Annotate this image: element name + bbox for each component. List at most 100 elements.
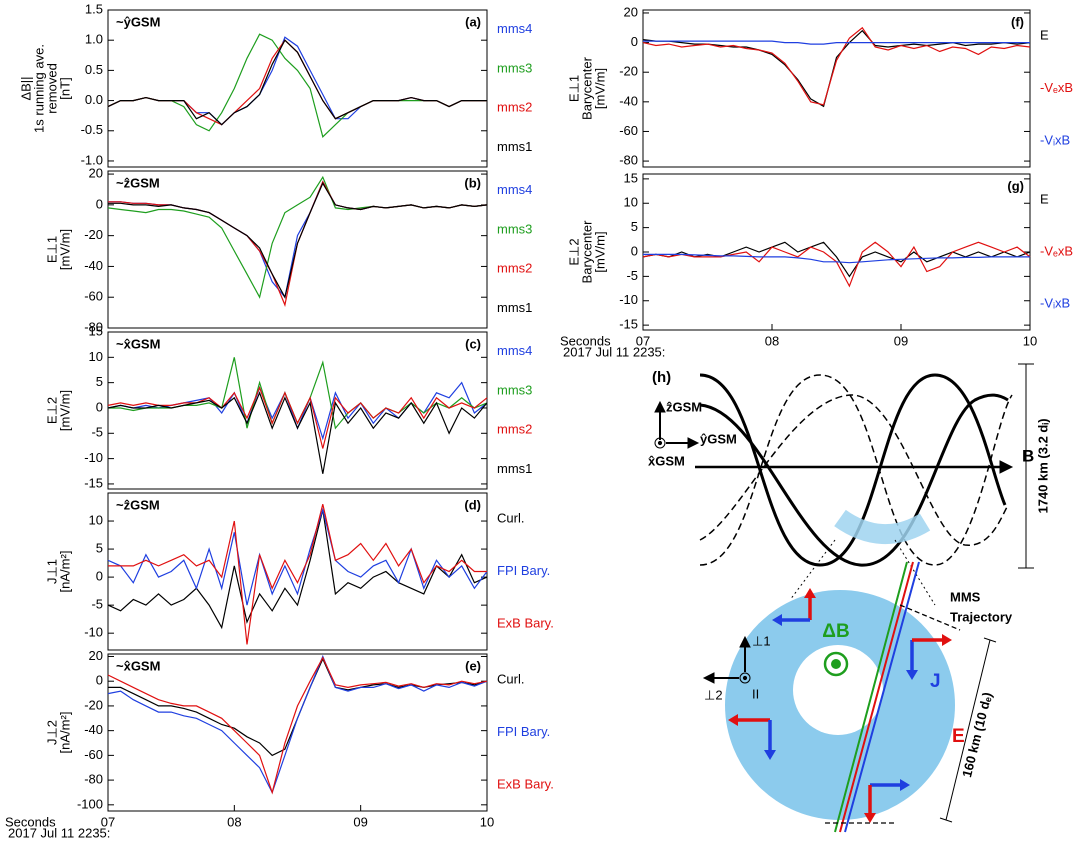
- panel-label: (a): [465, 14, 481, 29]
- arrowhead: [999, 460, 1014, 474]
- plot-frame: [107, 492, 488, 651]
- y-tick-label: -40: [619, 93, 638, 108]
- y-tick-label: -1.0: [81, 152, 103, 167]
- y-tick-label: -5: [91, 597, 103, 612]
- x-tick-label: 10: [1023, 333, 1037, 348]
- y-axis-label: E⊥1: [44, 236, 59, 263]
- y-tick-label: 5: [96, 541, 103, 556]
- panel-label: (f): [1011, 14, 1024, 29]
- series-line: [107, 386, 488, 449]
- series-line: [107, 509, 488, 630]
- y-tick-label: -60: [84, 747, 103, 762]
- field-line: [699, 373, 1007, 567]
- y-tick-label: 0: [96, 673, 103, 688]
- series-line: [107, 381, 488, 441]
- diagram-h: (h) B ẑGSM ŷGSM x̂GSM 1740 km (3.2 dᵢ) Δ…: [648, 363, 1050, 833]
- b-label: B: [1022, 446, 1034, 465]
- y-axis-label: [nT]: [57, 77, 72, 99]
- legend-entry: -VᵢxB: [1040, 295, 1070, 310]
- y-axis-label: J⊥2: [44, 720, 59, 745]
- x-tick-label: 08: [765, 333, 779, 348]
- y-axis-label: 1s running ave.: [31, 44, 46, 133]
- y-axis-label: J⊥1: [44, 559, 59, 584]
- ring-hole: [793, 645, 883, 735]
- y-tick-label: -5: [626, 268, 638, 283]
- series-line: [107, 654, 488, 795]
- legend-entry: ExB Bary.: [497, 776, 554, 791]
- plot-frame: [107, 9, 488, 168]
- panel-label: (d): [464, 497, 481, 512]
- legend-entry: -VᵢxB: [1040, 132, 1070, 147]
- perp2-label: ⊥2: [704, 687, 723, 702]
- trajectory-label: MMS: [950, 589, 981, 604]
- scale-label: 1740 km (3.2 dᵢ): [1035, 418, 1050, 513]
- legend-entry: FPI Bary.: [497, 563, 550, 578]
- legend-entry: FPI Bary.: [497, 724, 550, 739]
- par-label: II: [752, 686, 759, 701]
- y-tick-label: 0: [96, 196, 103, 211]
- field-line: [699, 374, 1013, 566]
- panel-annotation: ~x̂GSM: [116, 658, 160, 673]
- plot-frame: [107, 331, 488, 490]
- series-line: [107, 36, 487, 126]
- y-axis-label: ŷGSM: [700, 431, 737, 446]
- y-axis-label: Barycenter: [579, 56, 594, 120]
- series-line: [107, 39, 487, 126]
- y-tick-label: -40: [84, 258, 103, 273]
- y-tick-label: 0.0: [85, 92, 103, 107]
- plot-frame: [107, 653, 488, 812]
- series-line: [108, 504, 487, 645]
- trajectory-label: Trajectory: [950, 609, 1013, 624]
- delta-b-label: ΔB: [822, 621, 849, 642]
- y-tick-label: -20: [84, 227, 103, 242]
- y-tick-label: -60: [84, 289, 103, 304]
- y-tick-label: 0: [631, 34, 638, 49]
- legend-entry: mms1: [497, 139, 532, 154]
- y-axis-label: [nA/m²]: [57, 712, 72, 754]
- x-axis-label: Seconds: [5, 814, 56, 829]
- panel-annotation: ~x̂GSM: [116, 336, 160, 351]
- y-tick-label: 0: [96, 569, 103, 584]
- y-tick-label: 0.5: [85, 62, 103, 77]
- e-label: E: [952, 726, 965, 747]
- legend-entry: -VₑxB: [1040, 243, 1073, 258]
- y-tick-label: -80: [619, 153, 638, 168]
- legend-entry: E: [1040, 28, 1049, 43]
- panel-annotation: ~ŷGSM: [116, 14, 160, 29]
- panel-label: (c): [465, 336, 481, 351]
- y-axis-label: [mV/m]: [592, 68, 607, 109]
- y-tick-label: -60: [619, 123, 638, 138]
- y-tick-label: -80: [84, 319, 103, 334]
- legend-entry: mms4: [497, 182, 532, 197]
- series-line: [107, 656, 488, 795]
- series-line: [642, 26, 1031, 106]
- legend-entry: mms2: [497, 422, 532, 437]
- y-tick-label: 5: [631, 219, 638, 234]
- panel-label: (e): [465, 658, 481, 673]
- tangent: [899, 604, 961, 631]
- z-axis-label: ẑGSM: [666, 399, 702, 414]
- trajectory: [834, 561, 908, 833]
- plot-frame: [642, 173, 1031, 331]
- zoom-line: [894, 539, 936, 606]
- y-axis-label: [mV/m]: [57, 229, 72, 270]
- y-tick-label: 15: [89, 323, 103, 338]
- field-arrows: [728, 588, 952, 823]
- y-tick-label: 15: [624, 170, 638, 185]
- y-tick-label: -5: [91, 425, 103, 440]
- series-line: [107, 33, 487, 138]
- series-line: [107, 391, 488, 474]
- arrowhead: [687, 437, 700, 449]
- x-axis-label: Seconds: [560, 333, 611, 348]
- legend-entry: Curl.: [497, 672, 524, 687]
- out-of-page: [654, 437, 666, 449]
- series-line: [108, 180, 488, 299]
- y-tick-label: -100: [77, 796, 103, 811]
- legend-entry: ExB Bary.: [497, 615, 554, 630]
- y-axis-label: Barycenter: [579, 220, 594, 284]
- y-tick-label: -15: [84, 475, 103, 490]
- y-axis-label: E⊥1: [566, 75, 581, 102]
- series-line: [642, 241, 1031, 278]
